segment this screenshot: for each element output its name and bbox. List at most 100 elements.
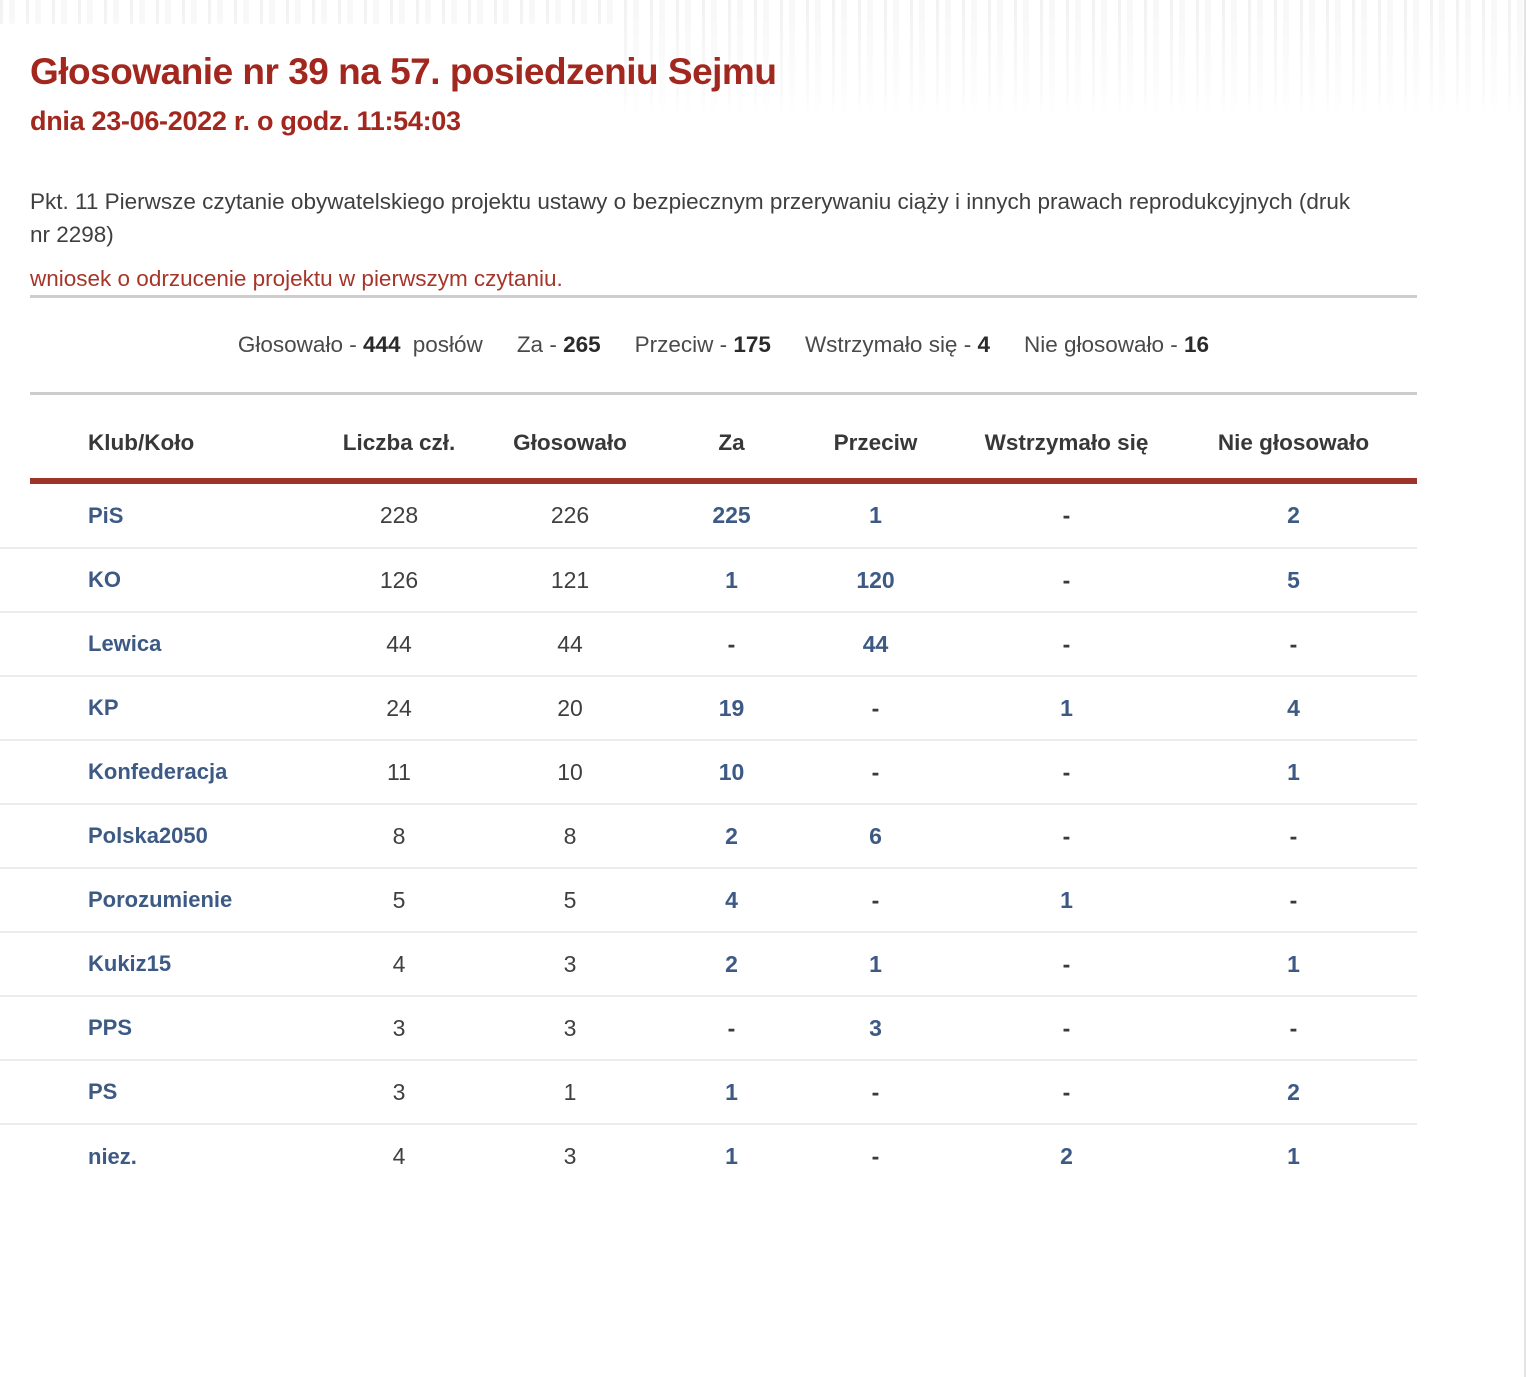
for-cell: -	[727, 630, 736, 657]
club-link[interactable]: PiS	[88, 502, 124, 528]
abstained-cell: 1	[1060, 886, 1073, 913]
against-cell: 120	[856, 566, 895, 593]
table-row: Lewica 44 44 - 44 - -	[0, 612, 1417, 676]
header-for: Za	[718, 430, 745, 455]
summary-against: Przeciw - 175	[634, 332, 771, 357]
members-cell: 3	[392, 1014, 406, 1041]
members-cell: 4	[392, 1143, 406, 1169]
abstained-cell: -	[1062, 950, 1071, 977]
summary-against-value: 175	[733, 332, 771, 357]
separator-bottom	[30, 392, 1417, 395]
table-row: PiS 228 226 225 1 - 2	[0, 484, 1417, 548]
not-voting-cell: -	[1289, 630, 1298, 657]
table-row: KP 24 20 19 - 1 4	[0, 676, 1417, 740]
voted-cell: 121	[550, 566, 590, 593]
agenda-item-description: Pkt. 11 Pierwsze czytanie obywatelskiego…	[30, 188, 1351, 247]
members-cell: 4	[392, 950, 406, 977]
page-right-border	[1524, 0, 1526, 1377]
members-cell: 3	[392, 1078, 406, 1105]
for-cell: 225	[712, 502, 751, 528]
voted-cell: 3	[563, 1014, 577, 1041]
members-cell: 44	[386, 630, 412, 657]
voted-cell: 44	[557, 630, 583, 657]
summary-total-voted: Głosowało - 444 posłów	[237, 332, 483, 357]
voted-cell: 3	[563, 1143, 577, 1169]
header-club: Klub/Koło	[88, 430, 195, 455]
for-cell: 1	[725, 1143, 738, 1169]
voted-cell: 3	[563, 950, 577, 977]
against-cell: -	[871, 886, 880, 913]
table-row: KO 126 121 1 120 - 5	[0, 548, 1417, 612]
club-link[interactable]: KP	[88, 695, 119, 720]
for-cell: 2	[725, 822, 738, 849]
header-members: Liczba czł.	[342, 430, 456, 455]
members-cell: 8	[392, 822, 406, 849]
for-cell: 10	[718, 758, 745, 785]
club-link[interactable]: Lewica	[88, 631, 162, 656]
voted-cell: 20	[557, 694, 583, 721]
club-link[interactable]: Polska2050	[88, 823, 208, 848]
not-voting-cell: 1	[1287, 1143, 1300, 1169]
against-cell: 1	[869, 950, 882, 977]
abstained-cell: 1	[1060, 694, 1073, 721]
summary-abstained-value: 4	[977, 332, 990, 357]
header-abstained: Wstrzymało się	[984, 430, 1149, 455]
summary-for-value: 265	[563, 332, 601, 357]
table-row: niez. 4 3 1 - 2 1	[0, 1124, 1417, 1188]
members-cell: 228	[379, 502, 419, 528]
abstained-cell: -	[1062, 1014, 1071, 1041]
for-cell: 19	[718, 694, 745, 721]
not-voting-cell: 4	[1287, 694, 1300, 721]
club-link[interactable]: Porozumienie	[88, 887, 233, 912]
header-voted: Głosowało	[513, 430, 627, 455]
not-voting-cell: 2	[1287, 502, 1300, 528]
members-cell: 126	[379, 566, 419, 593]
not-voting-cell: 2	[1287, 1078, 1300, 1105]
summary-for: Za - 265	[516, 332, 601, 357]
abstained-cell: 2	[1060, 1143, 1073, 1169]
not-voting-cell: 1	[1287, 758, 1300, 785]
club-link[interactable]: PS	[88, 1079, 118, 1104]
header-against: Przeciw	[833, 430, 918, 455]
table-row: PPS 3 3 - 3 - -	[0, 996, 1417, 1060]
summary-not-voting-value: 16	[1184, 332, 1210, 357]
club-votes-table: Klub/Koło Liczba czł. Głosowało Za Przec…	[0, 402, 1417, 1188]
club-link[interactable]: Konfederacja	[88, 759, 228, 784]
header-not-voting: Nie głosowało	[1217, 430, 1370, 455]
against-cell: 1	[869, 502, 882, 528]
summary-not-voting: Nie głosowało - 16	[1023, 332, 1210, 357]
against-cell: 44	[862, 630, 889, 657]
table-header-row: Klub/Koło Liczba czł. Głosowało Za Przec…	[0, 402, 1417, 484]
voted-cell: 1	[563, 1078, 577, 1105]
against-cell: -	[871, 1143, 880, 1169]
against-cell: 3	[869, 1014, 882, 1041]
club-link[interactable]: niez.	[88, 1143, 137, 1169]
against-cell: 6	[869, 822, 882, 849]
table-row: PS 3 1 1 - - 2	[0, 1060, 1417, 1124]
separator-top	[30, 295, 1417, 298]
against-cell: -	[871, 694, 880, 721]
not-voting-cell: 5	[1287, 566, 1300, 593]
abstained-cell: -	[1062, 566, 1071, 593]
abstained-cell: -	[1062, 822, 1071, 849]
summary-abstained: Wstrzymało się - 4	[804, 332, 990, 357]
members-cell: 11	[387, 758, 411, 785]
table-header-rule	[30, 478, 1417, 484]
for-cell: 2	[725, 950, 738, 977]
not-voting-cell: -	[1289, 1014, 1298, 1041]
club-link[interactable]: Kukiz15	[88, 951, 172, 976]
abstained-cell: -	[1062, 630, 1071, 657]
against-cell: -	[871, 1078, 880, 1105]
header-texture-mask	[0, 24, 620, 116]
not-voting-cell: -	[1289, 822, 1298, 849]
club-link[interactable]: KO	[88, 567, 121, 592]
abstained-cell: -	[1062, 502, 1071, 528]
summary-total-voted-value: 444	[362, 332, 401, 357]
motion-text: wniosek o odrzucenie projektu w pierwszy…	[30, 265, 563, 291]
members-cell: 24	[386, 694, 412, 721]
against-cell: -	[871, 758, 880, 785]
not-voting-cell: -	[1289, 886, 1298, 913]
abstained-cell: -	[1062, 1078, 1071, 1105]
club-link[interactable]: PPS	[88, 1015, 133, 1040]
page-subtitle: dnia 23-06-2022 r. o godz. 11:54:03	[30, 106, 461, 137]
